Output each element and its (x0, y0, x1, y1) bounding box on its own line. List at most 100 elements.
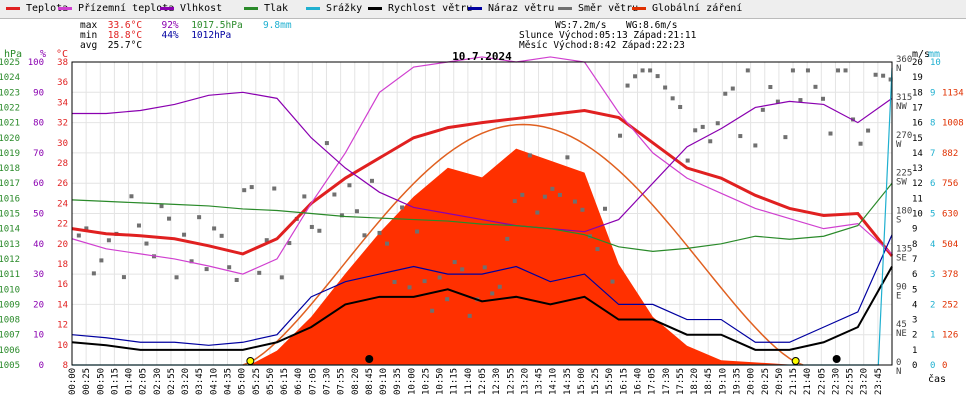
wind-direction-dot (723, 91, 728, 96)
axis-tick-ms: 1 (912, 346, 917, 356)
x-tick: 08:45 (365, 368, 375, 395)
axis-tick-hpa: 1025 (0, 58, 20, 68)
legend-label: Srážky (326, 3, 363, 14)
x-tick: 05:25 (252, 368, 262, 395)
axis-tick-ms: 13 (912, 164, 923, 174)
axis-tick-dir: 90 (896, 282, 907, 292)
axis-tick-ms: 0 (912, 361, 917, 371)
wind-direction-dot (708, 139, 713, 144)
wind-direction-dot (467, 313, 472, 318)
axis-tick-dir: 270 (896, 131, 912, 141)
x-tick: 17:30 (662, 368, 672, 395)
wind-direction-dot (249, 185, 254, 190)
axis-tick-mm: 7 (930, 149, 935, 159)
legend-label: Globální záření (652, 3, 743, 14)
legend-swatch (58, 7, 72, 10)
axis-tick-mm: 2 (930, 300, 935, 310)
x-tick: 13:20 (520, 368, 530, 395)
x-tick: 06:15 (280, 368, 290, 395)
wind-direction-dot (430, 308, 435, 313)
axis-tick-hpa: 1021 (0, 119, 20, 129)
wind-direction-dot (445, 297, 450, 302)
wind-direction-dot (512, 199, 517, 204)
x-tick: 21:15 (789, 368, 799, 395)
wind-direction-dot (272, 186, 277, 191)
legend-label: Směr větru (578, 3, 639, 14)
wind-direction-dot (452, 260, 457, 265)
x-tick: 20:50 (775, 368, 785, 395)
axis-tick-ms: 11 (912, 194, 923, 204)
x-tick: 16:15 (619, 368, 629, 395)
legend-item-3: Tlak (244, 3, 288, 14)
wind-direction-dot (805, 68, 810, 73)
axis-tick-ms: 4 (912, 300, 917, 310)
axis-tick-deg: 26 (57, 179, 68, 189)
legend-item-1: Přízemní teplota (58, 3, 174, 14)
x-tick: 09:10 (379, 368, 389, 395)
axis-tick-hpa: 1015 (0, 210, 20, 220)
wind-direction-dot (595, 247, 600, 252)
axis-tick-dir-label: SE (896, 253, 907, 263)
axis-tick-hpa: 1017 (0, 179, 20, 189)
axis-tick-mm: 5 (930, 210, 935, 220)
series-náraz-větru (71, 234, 893, 346)
wind-direction-dot (618, 133, 623, 138)
axis-tick-dir: 180 (896, 207, 912, 217)
legend-label: Náraz větru (488, 3, 555, 14)
radiation-area (72, 148, 892, 365)
axis-tick-pct: 10 (33, 331, 44, 341)
legend-swatch (632, 7, 646, 10)
wind-direction-dot (798, 98, 803, 103)
axis-tick-pct: 70 (33, 149, 44, 159)
legend-label: Rychlost větru (388, 3, 473, 14)
axis-tick-ms: 6 (912, 270, 917, 280)
axis-tick-pct: 20 (33, 300, 44, 310)
series-rychlost-větru (71, 266, 893, 351)
axis-tick-hpa: 1013 (0, 240, 20, 250)
stats-avg-row: avg 25.7°C (80, 40, 143, 51)
x-tick: 14:35 (563, 368, 573, 395)
x-tick: 05:00 (238, 368, 248, 395)
wind-direction-dot (580, 207, 585, 212)
legend-bar: Teplota Přízemní teplota Vlhkost Tlak Srážky… (0, 0, 966, 19)
x-tick: 12:05 (478, 368, 488, 395)
axis-tick-deg: 20 (57, 240, 68, 250)
wind-direction-dot (144, 241, 149, 246)
axis-tick-dir-label: S (896, 216, 901, 226)
wind-direction-dot (783, 135, 788, 140)
wind-direction-dot (369, 178, 374, 183)
x-tick: 17:05 (648, 368, 658, 395)
wind-direction-dot (730, 86, 735, 91)
legend-swatch (160, 7, 174, 10)
axis-title-hpa: hPa (4, 49, 23, 60)
wind-direction-dot (234, 277, 239, 282)
wind-direction-dot (354, 209, 359, 214)
axis-tick-ms: 8 (912, 240, 917, 250)
wind-direction-dot (362, 233, 367, 238)
series-teplota (71, 108, 894, 257)
plot-frame (71, 61, 893, 366)
x-tick: 02:05 (139, 368, 149, 395)
wind-direction-dot (437, 275, 442, 280)
axis-tick-dir-label: N (896, 64, 901, 74)
axis-tick-mm: 4 (930, 240, 935, 250)
x-tick: 10:25 (421, 368, 431, 395)
axis-tick-dir-label: W (896, 140, 902, 150)
axis-tick-dir-label: E (896, 291, 901, 301)
x-tick: 04:35 (224, 368, 234, 395)
wind-direction-dot (572, 199, 577, 204)
wind-direction-dot (490, 291, 495, 296)
axis-tick-dir-label: NE (896, 329, 907, 339)
x-tick: 13:45 (535, 368, 545, 395)
wind-direction-dot (610, 279, 615, 284)
wind-direction-dot (197, 215, 202, 220)
x-tick: 02:55 (167, 368, 177, 395)
x-tick: 22:55 (846, 368, 856, 395)
x-tick: 18:20 (690, 368, 700, 395)
series-tlak (71, 182, 893, 252)
wind-direction-dot (159, 204, 164, 209)
axis-tick-hpa: 1009 (0, 300, 20, 310)
wind-direction-dot (400, 205, 405, 210)
x-tick: 03:45 (195, 368, 205, 395)
axis-tick-ms: 7 (912, 255, 917, 265)
